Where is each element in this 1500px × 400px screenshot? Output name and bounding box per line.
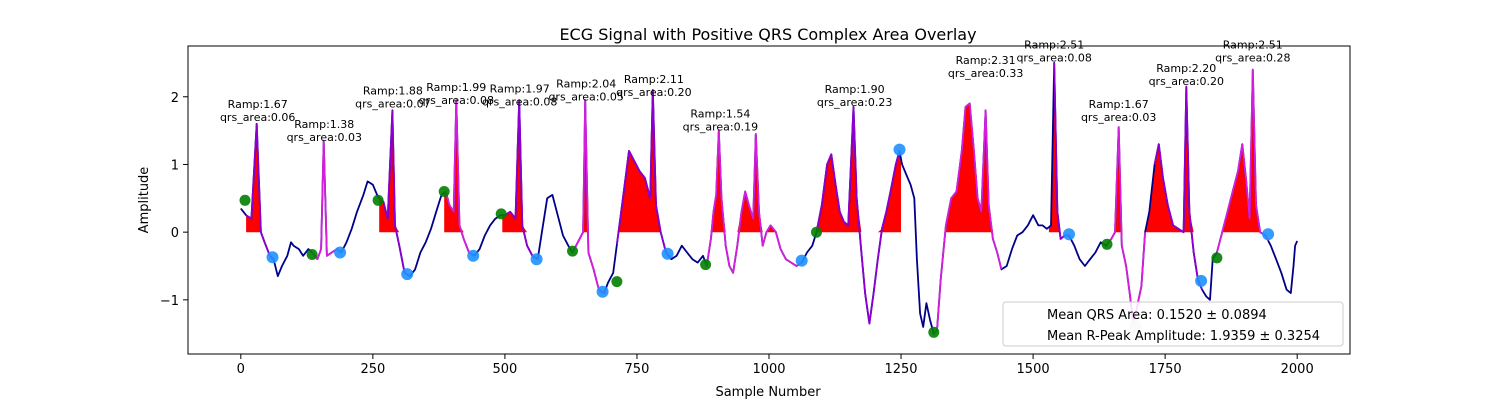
qrs-area-label-8: qrs_area:0.23 [817,96,892,109]
qrs-offset-marker-2 [401,268,414,281]
qrs-offset-marker-1 [334,246,347,259]
r-peak-amplitude-label-8: Ramp:1.90 [825,83,885,96]
chart-title: ECG Signal with Positive QRS Complex Are… [559,25,976,44]
legend-entry-mean-r-peak-amplitude: Mean R-Peak Amplitude: 1.9359 ± 0.3254 [1047,329,1320,344]
qrs-area-label-9: qrs_area:0.33 [948,67,1023,80]
qrs-segment-7 [704,129,803,274]
qrs-offset-marker-8 [893,143,906,156]
qrs-onset-marker-7 [700,259,712,271]
qrs-offset-marker-11 [1262,228,1275,241]
qrs-offset-marker-9 [1063,228,1075,241]
legend-box [1002,301,1344,347]
qrs-offset-marker-3 [467,249,480,262]
qrs-offset-marker-6 [661,247,674,260]
qrs-area-label-11: qrs_area:0.03 [1081,111,1156,124]
qrs-segment-8 [815,106,901,325]
y-tick-label-3: 2 [171,91,179,106]
qrs-area-label-1: qrs_area:0.03 [287,131,362,144]
x-tick-label-3: 750 [625,362,650,377]
x-axis-label: Sample Number [715,385,821,400]
qrs-area-label-3: qrs_area:0.08 [419,94,494,107]
qrs-onset-marker-9 [928,326,940,338]
qrs-offset-marker-5 [596,285,609,298]
qrs-segment-5 [571,99,605,294]
x-tick-label-4: 1000 [752,362,785,377]
x-tick-label-1: 250 [360,362,385,377]
qrs-area-8 [945,103,994,233]
r-peak-amplitude-label-1: Ramp:1.38 [294,118,354,131]
qrs-onset-marker-4 [495,208,507,220]
qrs-segment-4 [504,99,539,260]
qrs-onset-marker-1 [306,249,318,260]
qrs-area-label-6: qrs_area:0.20 [616,86,691,99]
qrs-onset-marker-3 [438,186,450,197]
r-peak-amplitude-label-4: Ramp:1.97 [490,82,550,95]
qrs-area-label-10: qrs_area:0.08 [1016,51,1091,64]
x-tick-label-0: 0 [237,362,245,377]
qrs-area-label-5: qrs_area:0.05 [548,91,623,104]
qrs-onset-marker-2 [372,194,384,206]
qrs-segment-12 [1153,85,1203,291]
qrs-offset-marker-7 [795,254,808,267]
x-tick-label-2: 500 [492,362,517,377]
y-axis-label: Amplitude [137,167,152,234]
x-tick-label-7: 1750 [1149,362,1182,377]
qrs-segment-13 [1216,68,1269,253]
qrs-area-label-4: qrs_area:0.08 [482,95,557,108]
qrs-area-label-12: qrs_area:0.20 [1149,75,1224,88]
qrs-area-11 [1145,86,1203,233]
r-peak-amplitude-label-11: Ramp:1.67 [1089,98,1149,111]
legend: Mean QRS Area: 0.1520 ± 0.0894 Mean R-Pe… [1002,301,1344,347]
r-peak-amplitude-label-13: Ramp:2.51 [1223,38,1283,51]
r-peak-amplitude-label-2: Ramp:1.88 [363,84,423,97]
y-tick-label-2: 1 [171,158,179,173]
qrs-area-2 [444,100,475,233]
qrs-area-label-7: qrs_area:0.19 [683,120,758,133]
r-peak-amplitude-label-9: Ramp:2.31 [956,54,1016,67]
qrs-segment-2 [378,109,411,277]
qrs-onset-marker-11 [1211,252,1223,264]
qrs-segment-11 [1106,126,1146,325]
axes-layer: 0 250 500 750 1000 1250 1500 1750 2000 −1 0 1 2 [160,91,1314,377]
r-peak-amplitude-label-6: Ramp:2.11 [624,73,684,86]
r-peak-amplitude-label-10: Ramp:2.51 [1024,38,1084,51]
qrs-segment-9 [933,102,1003,335]
qrs-offset-marker-0 [266,251,279,264]
x-tick-label-8: 2000 [1281,362,1314,377]
qrs-area-12 [1223,69,1269,233]
qrs-onset-marker-0 [239,194,251,206]
marker-layer [239,143,1275,338]
qrs-area-9 [1048,62,1065,233]
r-peak-amplitude-label-12: Ramp:2.20 [1156,62,1216,75]
qrs-area-label-13: qrs_area:0.28 [1215,51,1290,64]
r-peak-amplitude-label-5: Ramp:2.04 [556,78,616,91]
legend-entry-mean-qrs-area: Mean QRS Area: 0.1520 ± 0.0894 [1047,308,1267,323]
qrs-area-label-2: qrs_area:0.07 [355,97,430,110]
annotation-layer: Ramp:1.67qrs_area:0.06Ramp:1.38qrs_area:… [220,38,1291,144]
r-peak-amplitude-label-0: Ramp:1.67 [228,98,288,111]
qrs-segment-layer [245,62,1269,335]
x-tick-label-5: 1250 [884,362,917,377]
qrs-area-label-0: qrs_area:0.06 [220,111,295,124]
r-peak-amplitude-label-7: Ramp:1.54 [690,107,750,120]
qrs-offset-marker-4 [530,253,543,266]
r-peak-amplitude-label-3: Ramp:1.99 [426,81,486,94]
y-tick-label-0: −1 [160,294,179,309]
y-tick-label-1: 0 [171,226,179,241]
qrs-onset-marker-6 [611,276,623,288]
qrs-onset-marker-10 [1101,238,1113,250]
qrs-offset-marker-10 [1195,274,1208,287]
qrs-onset-marker-5 [567,245,578,257]
qrs-onset-marker-8 [811,226,822,238]
qrs-segment-6 [616,89,669,256]
x-tick-label-6: 1500 [1017,362,1050,377]
